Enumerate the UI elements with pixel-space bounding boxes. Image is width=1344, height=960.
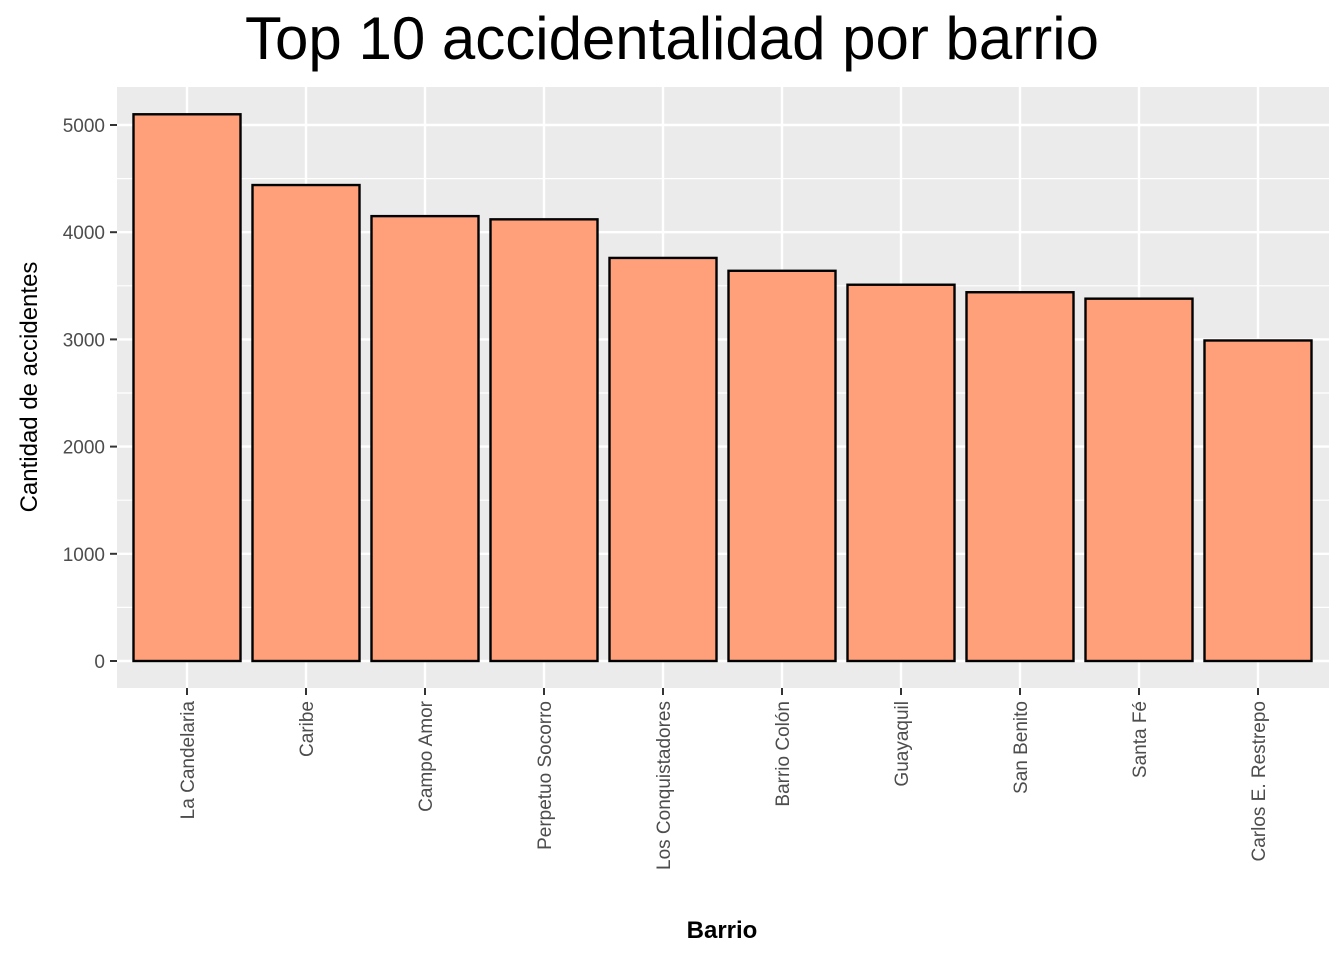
y-tick-label: 3000 [63,330,105,351]
x-tick-label: La Candelaria [178,701,199,820]
x-tick-label: Perpetuo Socorro [535,701,556,850]
y-axis-title: Cantidad de accidentes [16,262,43,513]
x-tick-label: Santa Fé [1130,701,1151,778]
bar [132,113,242,663]
y-axis: 0 1000 2000 3000 4000 5000 [63,116,117,673]
x-tick-label: Caribe [297,701,318,757]
chart-title: Top 10 accidentalidad por barrio [245,5,1099,72]
bar [846,283,956,663]
bar [608,256,718,663]
x-axis: La Candelaria Caribe Campo Amor Perpetuo So… [178,688,1270,870]
y-tick-label: 4000 [63,223,105,244]
bar [965,291,1075,663]
y-tick-label: 2000 [63,438,105,459]
x-axis-title: Barrio [687,917,758,944]
bar [1203,339,1313,663]
x-tick-label: Campo Amor [416,700,437,812]
y-tick-label: 0 [94,652,105,673]
x-tick-label: Los Conquistadores [654,701,675,870]
bar [489,218,599,663]
x-tick-label: Carlos E. Restrepo [1249,701,1270,862]
bar [370,214,480,663]
y-tick-label: 1000 [63,545,105,566]
bars [132,113,1313,663]
bar [727,269,837,663]
bar [251,183,361,663]
x-tick-label: San Benito [1011,701,1032,794]
y-tick-label: 5000 [63,116,105,137]
x-tick-label: Barrio Colón [773,701,794,807]
bar [1084,297,1194,663]
x-tick-label: Guayaquil [892,701,913,787]
